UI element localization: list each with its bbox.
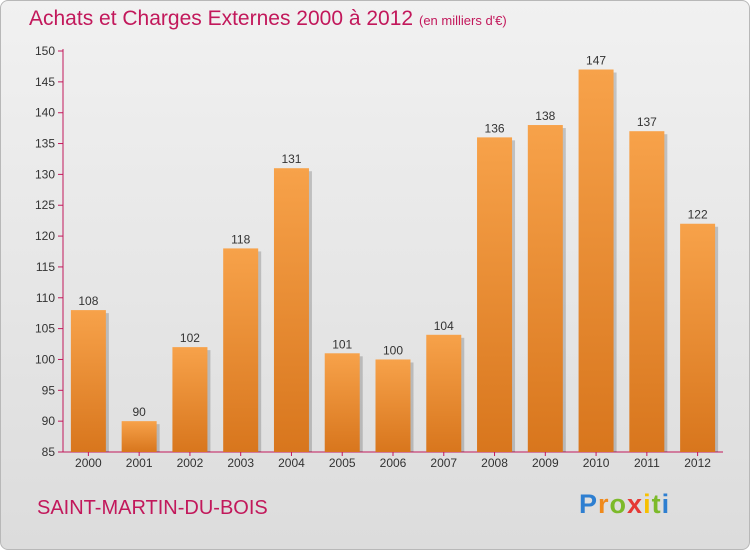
bar (578, 69, 614, 452)
y-tick-label: 120 (35, 229, 55, 243)
x-tick-label: 2010 (583, 456, 610, 470)
brand-letter: o (609, 489, 628, 519)
x-tick-label: 2008 (481, 456, 508, 470)
x-tick-label: 2002 (177, 456, 204, 470)
data-label: 136 (485, 121, 505, 135)
data-label: 104 (434, 319, 454, 333)
data-label: 131 (281, 152, 301, 166)
bar (273, 168, 309, 452)
y-tick-label: 100 (35, 352, 55, 366)
bar (172, 347, 208, 452)
y-tick-label: 125 (35, 198, 55, 212)
brand-logo: Proxiti (579, 489, 670, 520)
brand-letter: i (643, 489, 652, 519)
brand-letter: r (598, 489, 610, 519)
y-tick-label: 115 (36, 260, 55, 274)
data-label: 137 (637, 115, 657, 129)
bar (477, 137, 513, 452)
data-label: 147 (586, 54, 606, 68)
data-label: 90 (132, 405, 146, 419)
brand-letter: P (579, 489, 599, 519)
x-tick-label: 2004 (278, 456, 305, 470)
x-tick-label: 2001 (126, 456, 153, 470)
bar (629, 131, 665, 452)
y-tick-label: 105 (35, 322, 55, 336)
bar (70, 310, 106, 452)
y-tick-label: 150 (35, 44, 55, 58)
data-label: 100 (383, 343, 403, 357)
data-label: 108 (78, 294, 98, 308)
bar (324, 353, 360, 452)
bar (527, 125, 563, 453)
data-label: 118 (231, 232, 250, 246)
data-label: 138 (535, 109, 555, 123)
data-label: 101 (332, 337, 352, 351)
y-tick-label: 110 (36, 291, 55, 305)
chart-unit: (en milliers d'€) (419, 13, 507, 28)
x-tick-label: 2011 (634, 456, 660, 470)
x-tick-label: 2012 (684, 456, 711, 470)
brand-letter: t (651, 489, 662, 519)
y-tick-label: 130 (35, 167, 55, 181)
y-tick-label: 135 (35, 137, 55, 151)
y-tick-label: 95 (42, 383, 56, 397)
bar (680, 223, 716, 452)
y-tick-label: 140 (35, 106, 55, 120)
x-tick-label: 2009 (532, 456, 559, 470)
bar (426, 334, 462, 452)
y-tick-label: 90 (42, 414, 56, 428)
x-tick-label: 2003 (227, 456, 254, 470)
x-tick-label: 2007 (430, 456, 457, 470)
bar (375, 359, 411, 452)
brand-letter: i (661, 489, 671, 519)
chart-title: Achats et Charges Externes 2000 à 2012 (29, 7, 414, 30)
y-tick-label: 85 (42, 445, 56, 459)
bar (121, 421, 157, 452)
x-tick-label: 2005 (329, 456, 356, 470)
brand-letter: x (627, 489, 644, 519)
bar (223, 248, 259, 452)
town-name: SAINT-MARTIN-DU-BOIS (37, 497, 268, 519)
data-label: 122 (688, 208, 708, 222)
x-tick-label: 2006 (380, 456, 407, 470)
x-tick-label: 2000 (75, 456, 102, 470)
data-label: 102 (180, 331, 200, 345)
y-tick-label: 145 (35, 75, 55, 89)
